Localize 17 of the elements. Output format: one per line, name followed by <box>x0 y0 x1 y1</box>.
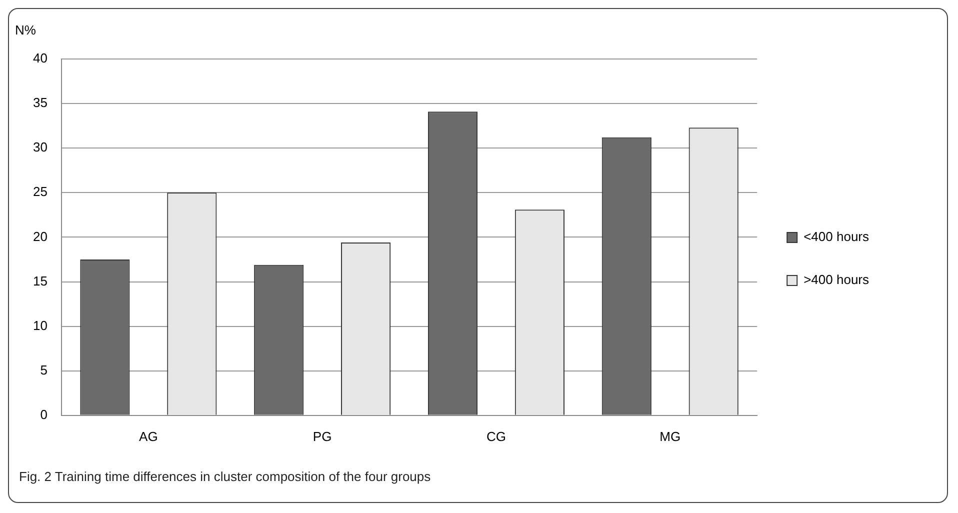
y-tick-label: 5 <box>40 362 48 378</box>
legend-label: <400 hours <box>804 229 870 244</box>
x-tick-label: MG <box>660 428 681 444</box>
y-tick-label: 15 <box>32 273 48 288</box>
x-tick-label: AG <box>139 428 158 444</box>
y-tick-label: 10 <box>32 318 48 333</box>
y-tick-label: 35 <box>32 95 48 110</box>
y-tick-label: 0 <box>40 406 48 422</box>
y-tick-label: 40 <box>32 50 48 66</box>
y-tick-label: 25 <box>32 184 48 200</box>
x-tick-label: CG <box>486 428 506 444</box>
x-tick-label: PG <box>312 428 332 444</box>
y-axis-title: N% <box>15 22 36 38</box>
y-tick-label: 20 <box>32 228 48 244</box>
legend-label: >400 hours <box>804 272 870 288</box>
y-tick-label: 30 <box>32 140 48 155</box>
caption: Fig. 2 Training time differences in cluster composition of the four groups <box>19 469 432 484</box>
